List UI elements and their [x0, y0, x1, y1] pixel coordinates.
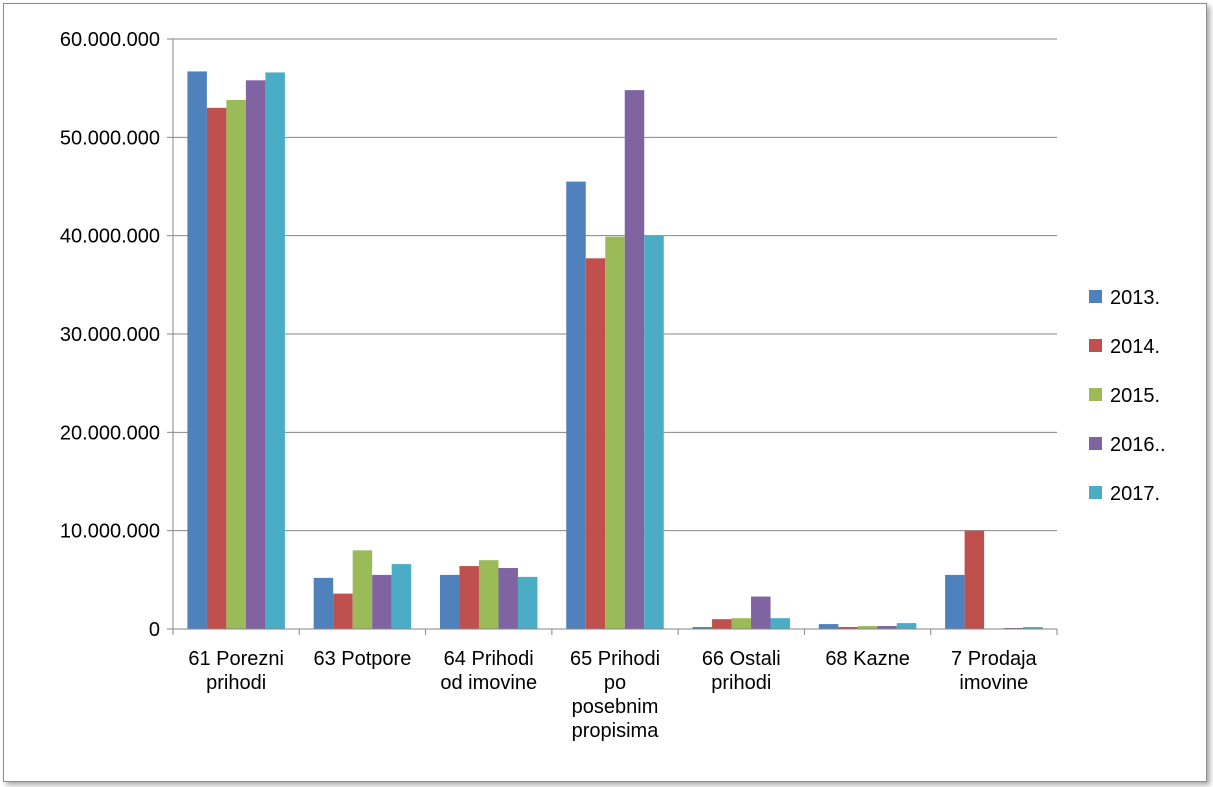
- bar: [517, 576, 538, 629]
- x-tick-label: 61 Porezni prihodi: [188, 648, 284, 694]
- legend-swatch: [1089, 388, 1102, 401]
- chart-frame: 0 10.000.000 20.000.000 30.000.000 40.000.00…: [3, 3, 1207, 782]
- bar-chart: 0 10.000.000 20.000.000 30.000.000 40.000.00…: [60, 29, 1166, 742]
- bar: [226, 99, 246, 629]
- bar: [245, 80, 266, 630]
- bar: [1023, 627, 1043, 629]
- x-tick-label: 66 Ostali prihodi: [702, 648, 781, 694]
- bar: [770, 618, 791, 629]
- x-tick-label-line: 64 Prihodi: [444, 648, 534, 670]
- bar: [624, 90, 645, 630]
- x-tick-label-line: 65 Prihodi: [570, 648, 660, 670]
- bar: [478, 560, 499, 629]
- x-tick-label: 7 Prodaja imovine: [951, 648, 1037, 694]
- x-tick-label-line: 68 Kazne: [825, 648, 910, 670]
- x-tick-label-line: imovine: [959, 672, 1028, 694]
- x-tick-label-line: 66 Ostali: [702, 648, 781, 670]
- bar: [644, 235, 664, 629]
- y-tick-label: 60.000.000: [60, 29, 160, 51]
- x-tick-label-line: posebnim: [572, 696, 659, 718]
- x-tick-label-line: prihodi: [711, 672, 771, 694]
- x-tick-label: 65 Prihodi po posebnim propisima: [570, 648, 660, 742]
- legend-label: 2016..: [1110, 434, 1166, 456]
- bars: [187, 71, 1043, 630]
- bar: [818, 624, 839, 629]
- bar: [751, 596, 771, 629]
- bar: [391, 564, 412, 629]
- legend-swatch: [1089, 290, 1102, 303]
- y-axis-tick-labels: 0 10.000.000 20.000.000 30.000.000 40.000.00…: [60, 29, 160, 641]
- y-tick-label: 40.000.000: [60, 226, 160, 248]
- x-tick-label: 63 Potpore: [313, 648, 411, 670]
- x-tick-label-line: 63 Potpore: [313, 648, 411, 670]
- bar: [206, 107, 227, 630]
- bar: [265, 72, 285, 629]
- bar: [333, 593, 353, 629]
- bar: [352, 550, 373, 629]
- bar: [585, 258, 606, 629]
- legend: 2013. 2014. 2015. 2016.. 2017.: [1089, 287, 1166, 505]
- y-tick-label: 10.000.000: [60, 521, 160, 543]
- x-tick-label-line: 7 Prodaja: [951, 648, 1037, 670]
- y-tick-label: 30.000.000: [60, 324, 160, 346]
- axes: [167, 38, 1058, 635]
- legend-swatch: [1089, 339, 1102, 352]
- bar: [945, 574, 965, 629]
- y-tick-label: 0: [149, 619, 160, 641]
- bar: [896, 623, 917, 629]
- bar: [857, 626, 878, 629]
- legend-swatch: [1089, 437, 1102, 450]
- x-tick-label: 68 Kazne: [825, 648, 910, 670]
- bar: [731, 618, 752, 629]
- legend-label: 2014.: [1110, 336, 1160, 358]
- legend-label: 2015.: [1110, 385, 1160, 407]
- bar: [187, 71, 207, 629]
- bar: [964, 530, 985, 629]
- bar: [313, 577, 334, 629]
- bar: [439, 574, 460, 629]
- x-tick-label: 64 Prihodi od imovine: [440, 648, 537, 694]
- bar: [566, 181, 586, 630]
- bar: [692, 627, 713, 629]
- x-tick-label-line: 61 Porezni: [188, 648, 284, 670]
- bar: [459, 566, 479, 629]
- bar: [605, 236, 625, 629]
- legend-swatch: [1089, 486, 1102, 499]
- x-tick-label-line: prihodi: [206, 672, 266, 694]
- bar: [498, 568, 518, 629]
- bar: [712, 619, 732, 629]
- bar: [838, 627, 858, 629]
- bar: [877, 626, 897, 629]
- legend-label: 2017.: [1110, 483, 1160, 505]
- x-tick-label-line: propisima: [572, 720, 660, 742]
- x-tick-label-line: od imovine: [440, 672, 537, 694]
- x-tick-label-line: po: [604, 672, 626, 694]
- bar: [372, 574, 392, 629]
- legend-label: 2013.: [1110, 287, 1160, 309]
- y-tick-label: 50.000.000: [60, 127, 160, 149]
- y-tick-label: 20.000.000: [60, 422, 160, 444]
